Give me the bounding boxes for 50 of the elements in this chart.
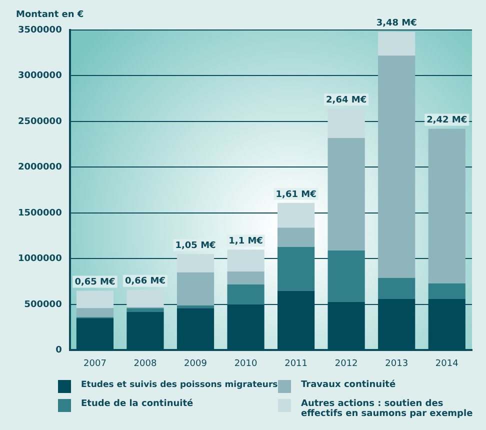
y-tick-label: 2500000 <box>18 116 62 127</box>
legend-label: Etude de la continuité <box>81 399 194 409</box>
bar <box>278 202 315 228</box>
bar <box>278 228 315 247</box>
x-tick-label: 2014 <box>435 358 459 369</box>
bar <box>176 272 214 306</box>
total-label: 1,61 M€ <box>276 190 316 200</box>
total-label: 0,66 M€ <box>124 276 166 287</box>
y-tick-label: 1000000 <box>18 254 62 264</box>
x-tick-label: 2008 <box>134 358 157 369</box>
bar <box>76 308 114 318</box>
bar <box>227 284 264 304</box>
legend-label: Etudes et suivis des poissons migrateurs <box>81 380 278 390</box>
x-tick-label: 2013 <box>385 358 408 369</box>
bar <box>227 272 264 284</box>
bar <box>76 290 114 308</box>
total-label: 1,05 M€ <box>175 240 216 251</box>
bar <box>378 56 416 278</box>
x-tick-label: 2009 <box>184 358 208 369</box>
x-tick-label: 2011 <box>284 358 308 369</box>
bar <box>126 290 164 308</box>
legend-label: Travaux continuité <box>301 380 396 390</box>
total-label: 2,42 M€ <box>426 116 468 126</box>
y-axis-title: Montant en € <box>16 10 84 20</box>
bar <box>328 138 365 250</box>
x-tick-label: 2007 <box>84 358 106 369</box>
y-tick-label: 3500000 <box>18 25 62 36</box>
total-label: 1,1 M€ <box>228 236 263 246</box>
y-tick-label: 1500000 <box>18 208 62 218</box>
x-tick-label: 2010 <box>234 358 258 369</box>
y-tick-label: 2000000 <box>18 162 62 173</box>
bar <box>378 278 416 299</box>
bar <box>176 305 214 308</box>
bar <box>176 254 214 272</box>
bar <box>428 128 466 284</box>
bar <box>428 283 466 299</box>
bar <box>278 246 315 291</box>
total-label: 2,64 M€ <box>326 96 367 106</box>
bar <box>328 250 365 302</box>
bar <box>227 250 264 272</box>
total-label: 0,65 M€ <box>74 278 116 288</box>
y-tick-label: 500000 <box>24 300 62 310</box>
bar <box>378 32 416 56</box>
y-tick-label: 0 <box>56 346 62 356</box>
total-label: 3,48 M€ <box>376 18 417 29</box>
y-tick-label: 3000000 <box>18 71 62 82</box>
bar <box>126 308 164 312</box>
x-tick-label: 2012 <box>334 358 358 369</box>
legend-label: Autres actions : soutien des effectifs en saumons par exemple <box>301 399 474 419</box>
bar <box>328 108 365 138</box>
